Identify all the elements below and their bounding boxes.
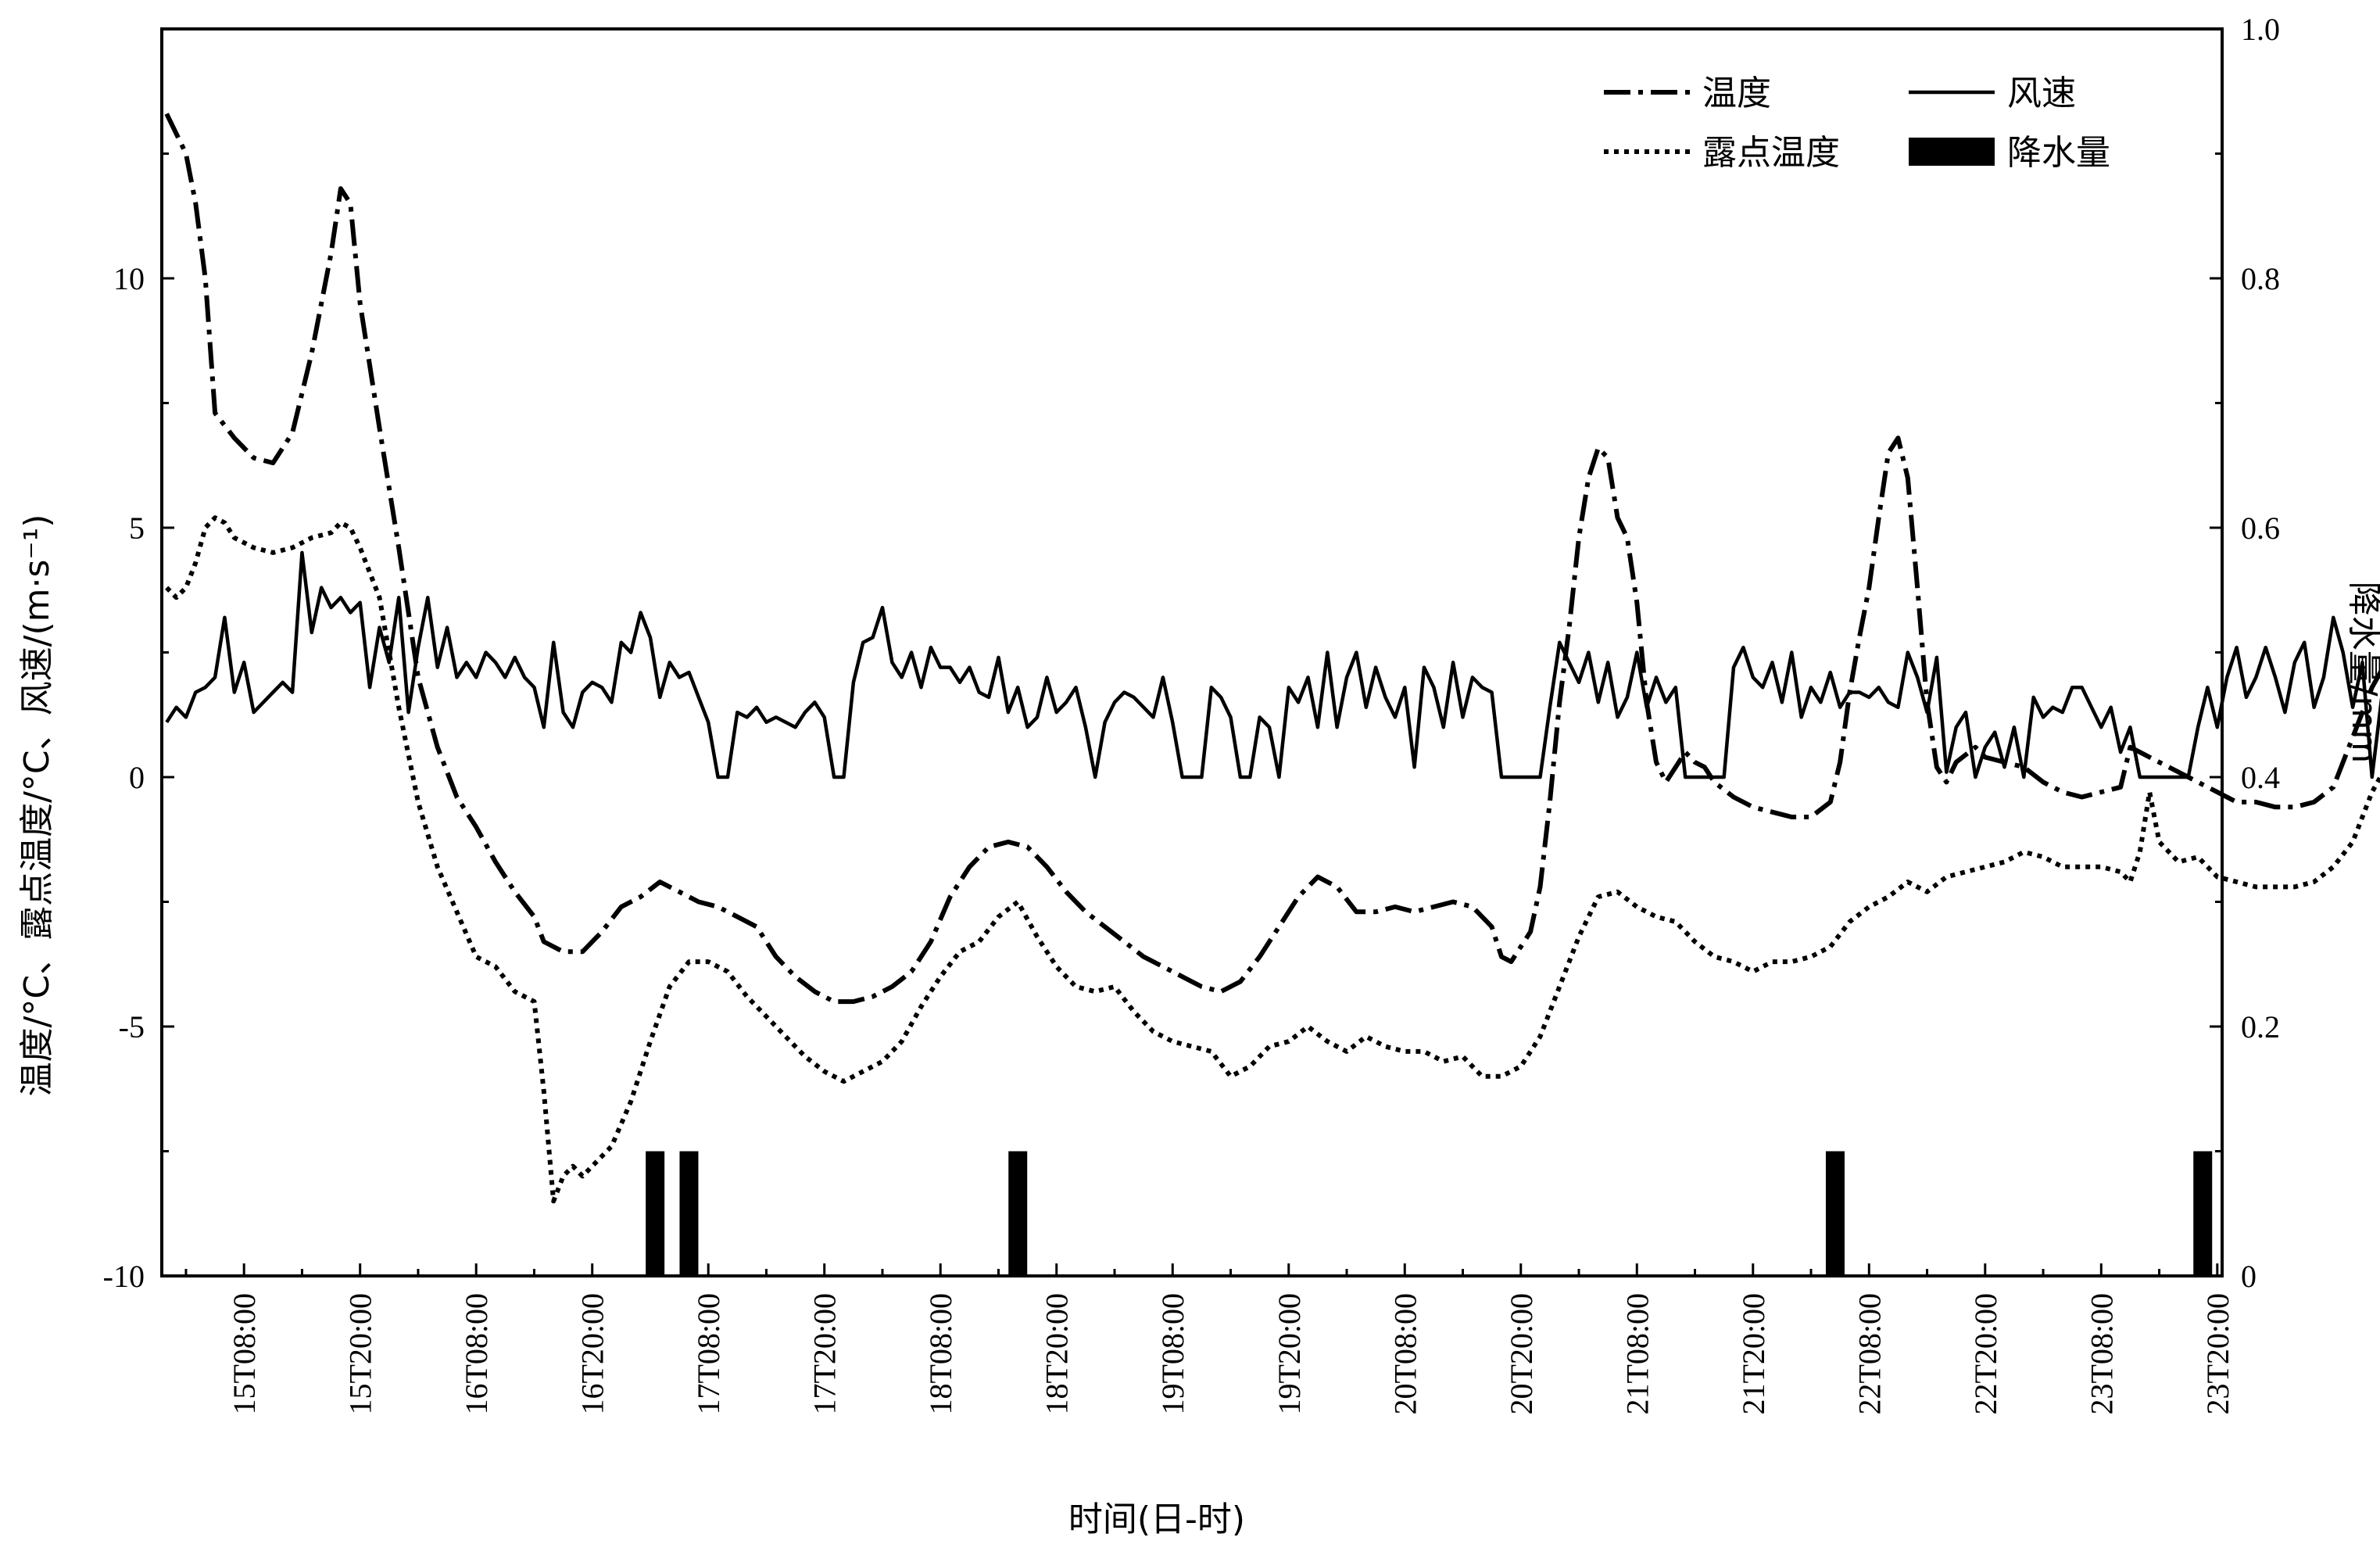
right-y-axis-title: 降水量/mm (2344, 582, 2380, 764)
x-tick-label: 19T20:00 (1272, 1293, 1307, 1415)
right-y-tick-label: 0.6 (2241, 511, 2280, 546)
x-tick-label: 21T20:00 (1736, 1293, 1771, 1415)
precipitation-bar (1008, 1151, 1028, 1276)
x-tick-label: 21T08:00 (1619, 1293, 1655, 1415)
series-line-solid (165, 550, 2380, 779)
right-y-tick-label: 0.2 (2241, 1009, 2280, 1045)
plot-frame (160, 27, 2224, 1277)
precipitation-bar (2193, 1151, 2213, 1276)
precipitation-bar (646, 1151, 665, 1276)
axes-group: -10 -5 0 5 10 0 0.2 0.4 0.6 0.8 1.0 15T08:00 15T20:0… (103, 12, 2280, 1415)
right-y-tick-label: 0.8 (2241, 261, 2280, 296)
series-line-dash-dot (164, 113, 2380, 1005)
left-y-tick-label: -5 (119, 1009, 145, 1045)
legend-label: 温度 (1702, 73, 1771, 113)
x-tick-label: 22T20:00 (1968, 1293, 2003, 1415)
x-tick-label: 16T20:00 (575, 1293, 610, 1415)
x-tick-label: 15T20:00 (343, 1293, 378, 1415)
x-tick-label: 20T08:00 (1387, 1293, 1423, 1415)
x-tick-label: 19T08:00 (1155, 1293, 1190, 1415)
precipitation-bar (679, 1151, 699, 1276)
x-tick-label: 23T08:00 (2084, 1293, 2119, 1415)
legend-label: 降水量 (2007, 133, 2110, 173)
left-y-tick-label: 0 (129, 760, 145, 795)
left-y-tick-label: -10 (103, 1259, 145, 1294)
x-tick-label: 17T20:00 (807, 1293, 843, 1415)
legend-swatch-bar (1909, 138, 1995, 166)
series-group (164, 113, 2380, 1204)
x-tick-label: 22T08:00 (1852, 1293, 1887, 1415)
right-y-tick-label: 0 (2241, 1259, 2257, 1294)
x-tick-label: 20T20:00 (1504, 1293, 1539, 1415)
left-y-axis-title: 温度/°C、露点温度/°C、风速/(m·s⁻¹) (17, 514, 57, 1097)
series-line-dotted (165, 515, 2380, 1204)
plot-frame-group (160, 27, 2224, 1277)
x-tick-label: 18T08:00 (923, 1293, 958, 1415)
precipitation-bars (646, 1151, 2213, 1276)
precipitation-bar (1825, 1151, 1845, 1276)
left-y-tick-label: 5 (129, 511, 145, 546)
x-tick-label: 16T08:00 (459, 1293, 494, 1415)
x-axis-title: 时间(日-时) (1068, 1500, 1245, 1539)
legend-label: 露点温度 (1702, 133, 1840, 173)
x-tick-label: 15T08:00 (227, 1293, 262, 1415)
right-y-tick-label: 1.0 (2241, 12, 2280, 47)
x-tick-label: 17T08:00 (691, 1293, 726, 1415)
x-tick-label: 23T20:00 (2200, 1293, 2235, 1415)
legend-label: 风速 (2007, 73, 2076, 113)
right-y-tick-label: 0.4 (2241, 760, 2280, 795)
x-tick-label: 18T20:00 (1040, 1293, 1075, 1415)
left-y-tick-label: 10 (113, 261, 145, 296)
